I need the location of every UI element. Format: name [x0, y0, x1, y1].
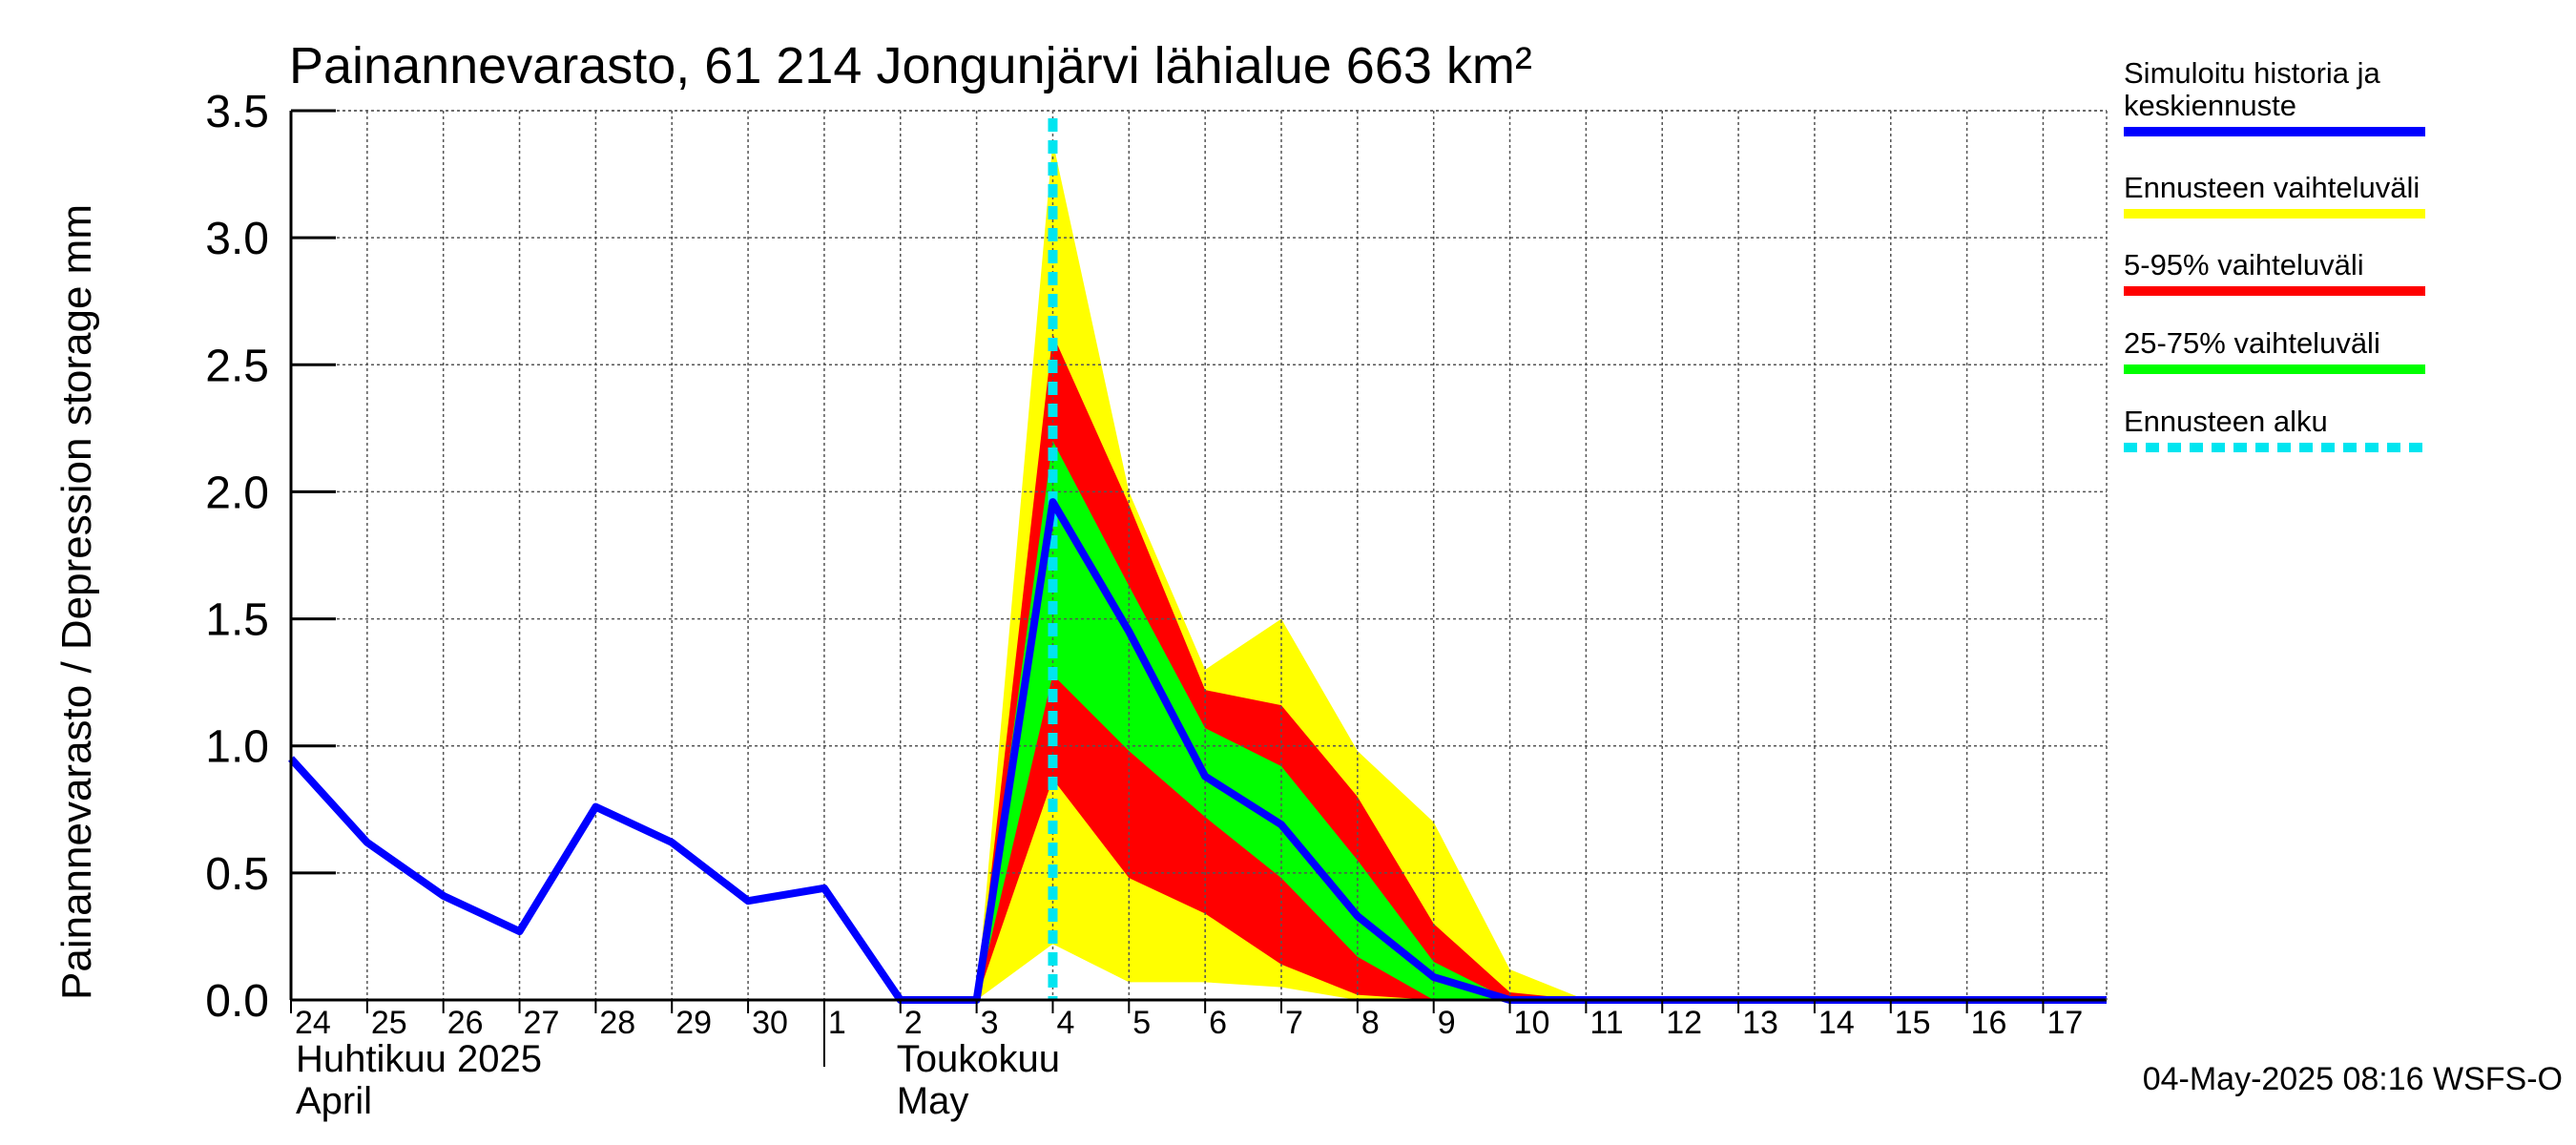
x-tick-label: 12 [1666, 1005, 1702, 1041]
x-tick-label: 4 [1056, 1005, 1074, 1041]
timestamp: 04-May-2025 08:16 WSFS-O [2143, 1061, 2563, 1097]
month-label-may-en: May [897, 1080, 969, 1122]
y-axis-label: Painannevarasto / Depression storage mm [53, 204, 100, 1000]
y-tick-label: 3.5 [205, 87, 269, 137]
y-tick-label: 2.5 [205, 341, 269, 391]
axes [289, 109, 2108, 1067]
x-tick-label: 15 [1895, 1005, 1931, 1041]
chart-title: Painannevarasto, 61 214 Jongunjärvi lähi… [289, 37, 1532, 94]
band-25-75-vaihteluv-li [976, 441, 2107, 1001]
x-tick-label: 10 [1514, 1005, 1550, 1041]
x-tick-label: 25 [371, 1005, 407, 1041]
x-tick-label: 26 [447, 1005, 484, 1041]
x-tick-label: 29 [675, 1005, 712, 1041]
x-tick-label: 14 [1818, 1005, 1855, 1041]
y-tick-label: 1.0 [205, 722, 269, 773]
y-tick-label: 1.5 [205, 595, 269, 646]
legend-label: 25-75% vaihteluväli [2124, 326, 2380, 360]
x-tick-label: 27 [524, 1005, 560, 1041]
legend-label: Simuloitu historia ja [2124, 56, 2381, 90]
y-tick-label: 3.0 [205, 214, 269, 264]
x-tick-label: 8 [1361, 1005, 1380, 1041]
x-tick-label: 5 [1132, 1005, 1151, 1041]
x-tick-label: 16 [1971, 1005, 2007, 1041]
forecast-bands [976, 140, 2107, 1001]
x-tick-label: 6 [1209, 1005, 1227, 1041]
x-tick-label: 17 [2046, 1005, 2083, 1041]
legend-label: Ennusteen vaihteluväli [2124, 171, 2420, 204]
legend-label: Ennusteen alku [2124, 405, 2328, 438]
y-tick-label: 2.0 [205, 468, 269, 518]
x-tick-label: 7 [1285, 1005, 1303, 1041]
legend-label: 5-95% vaihteluväli [2124, 248, 2364, 281]
x-tick-label: 11 [1589, 1005, 1623, 1041]
x-tick-label: 24 [295, 1005, 331, 1041]
x-tick-label: 9 [1438, 1005, 1456, 1041]
month-label-may: Toukokuu [897, 1038, 1060, 1080]
y-tick-label: 0.0 [205, 976, 269, 1027]
x-tick-label: 30 [752, 1005, 788, 1041]
x-tick-label: 28 [599, 1005, 635, 1041]
x-tick-label: 13 [1742, 1005, 1778, 1041]
tick-labels: 0.00.51.01.52.02.53.03.524 25 26 27 28 29 30 1 2… [205, 87, 2083, 1122]
x-tick-label: 1 [828, 1005, 846, 1041]
x-tick-label: 2 [904, 1005, 923, 1041]
x-tick-label: 3 [981, 1005, 999, 1041]
month-label-april: Huhtikuu 2025 [296, 1038, 542, 1080]
y-tick-label: 0.5 [205, 849, 269, 900]
legend-label: keskiennuste [2124, 89, 2296, 122]
month-label-april-en: April [296, 1080, 372, 1122]
